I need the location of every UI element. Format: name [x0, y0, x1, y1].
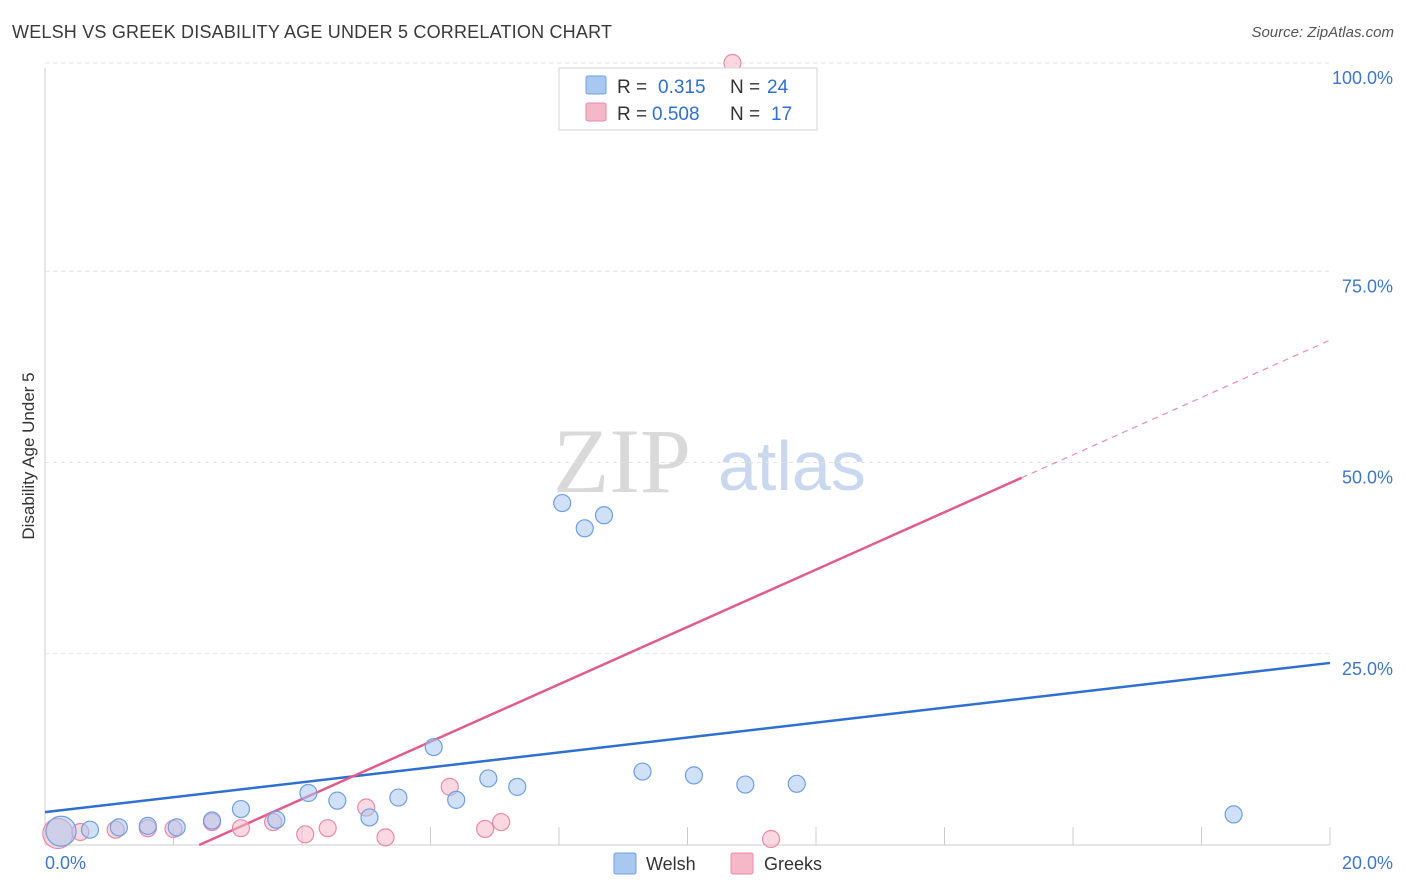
series-legend: Welsh Greeks	[613, 852, 822, 875]
watermark-zip: ZIP	[553, 410, 691, 512]
legend-n-label-greeks: N =	[730, 104, 760, 125]
x-ticks	[173, 827, 1331, 845]
point-welsh-18	[594, 506, 614, 525]
point-welsh-19	[633, 762, 652, 781]
point-welsh-5	[202, 811, 222, 830]
point-welsh-1	[80, 820, 100, 839]
legend-r-value-greeks: 0.508	[652, 104, 700, 125]
y-tick-label-100: 100.0%	[1332, 68, 1393, 88]
y-tick-label-25: 25.0%	[1342, 659, 1393, 679]
point-welsh-23	[1224, 805, 1243, 824]
point-welsh-12	[424, 737, 443, 757]
point-welsh-10	[360, 808, 379, 827]
legend-n-value-greeks: 17	[771, 104, 792, 125]
gridlines	[45, 62, 1330, 655]
point-welsh-20	[684, 766, 704, 785]
source-credit: Source: ZipAtlas.com	[1251, 24, 1394, 41]
point-greeks-11	[376, 828, 395, 847]
chart-title: WELSH VS GREEK DISABILITY AGE UNDER 5 CO…	[12, 22, 613, 42]
point-welsh-15	[508, 777, 527, 796]
scatter-points	[42, 53, 1243, 850]
point-welsh-2	[109, 818, 128, 837]
point-greeks-13	[476, 819, 495, 839]
point-welsh-17	[575, 519, 594, 538]
series-legend-label-welsh: Welsh	[646, 854, 696, 874]
stats-legend: R = 0.315 N = 24 R = 0.508 N = 17	[558, 67, 818, 131]
point-welsh-11	[389, 788, 408, 807]
x-tick-label-min: 0.0%	[45, 853, 86, 873]
x-tick-label-max: 20.0%	[1342, 853, 1393, 873]
point-greeks-14	[492, 812, 511, 832]
point-welsh-14	[479, 769, 498, 788]
point-greeks-6	[231, 819, 251, 838]
y-axis-label: Disability Age Under 5	[19, 372, 38, 539]
series-legend-swatch-welsh	[613, 852, 637, 875]
point-welsh-21	[736, 775, 755, 794]
point-greeks-8	[296, 825, 315, 844]
point-welsh-6	[231, 799, 251, 819]
point-welsh-16	[553, 493, 572, 513]
point-welsh-13	[447, 790, 466, 809]
trend-line-extension-greeks	[1021, 339, 1331, 479]
point-greeks-9	[318, 819, 337, 838]
legend-n-value-welsh: 24	[767, 77, 789, 98]
legend-r-label-greeks: R =	[617, 104, 647, 125]
legend-r-label-welsh: R =	[617, 77, 647, 98]
trend-line-greeks	[198, 476, 1023, 847]
watermark-atlas: atlas	[718, 427, 866, 505]
legend-swatch-greeks	[585, 102, 607, 122]
point-welsh-22	[787, 774, 806, 793]
point-welsh-9	[328, 791, 347, 810]
point-greeks-15	[761, 829, 781, 849]
point-welsh-0	[45, 815, 77, 847]
trend-lines	[44, 339, 1331, 847]
legend-r-value-welsh: 0.315	[658, 77, 706, 98]
series-legend-label-greeks: Greeks	[764, 854, 822, 874]
legend-swatch-welsh	[585, 75, 607, 95]
y-tick-label-50: 50.0%	[1342, 468, 1393, 488]
y-tick-labels: 25.0% 50.0% 75.0% 100.0%	[1332, 68, 1393, 679]
y-tick-label-75: 75.0%	[1342, 276, 1393, 296]
legend-n-label-welsh: N =	[730, 77, 760, 98]
series-legend-swatch-greeks	[730, 852, 754, 875]
point-welsh-3	[138, 816, 157, 835]
point-welsh-8	[299, 783, 318, 803]
trend-line-welsh	[44, 661, 1331, 814]
point-welsh-4	[167, 818, 186, 837]
point-welsh-7	[267, 810, 286, 829]
